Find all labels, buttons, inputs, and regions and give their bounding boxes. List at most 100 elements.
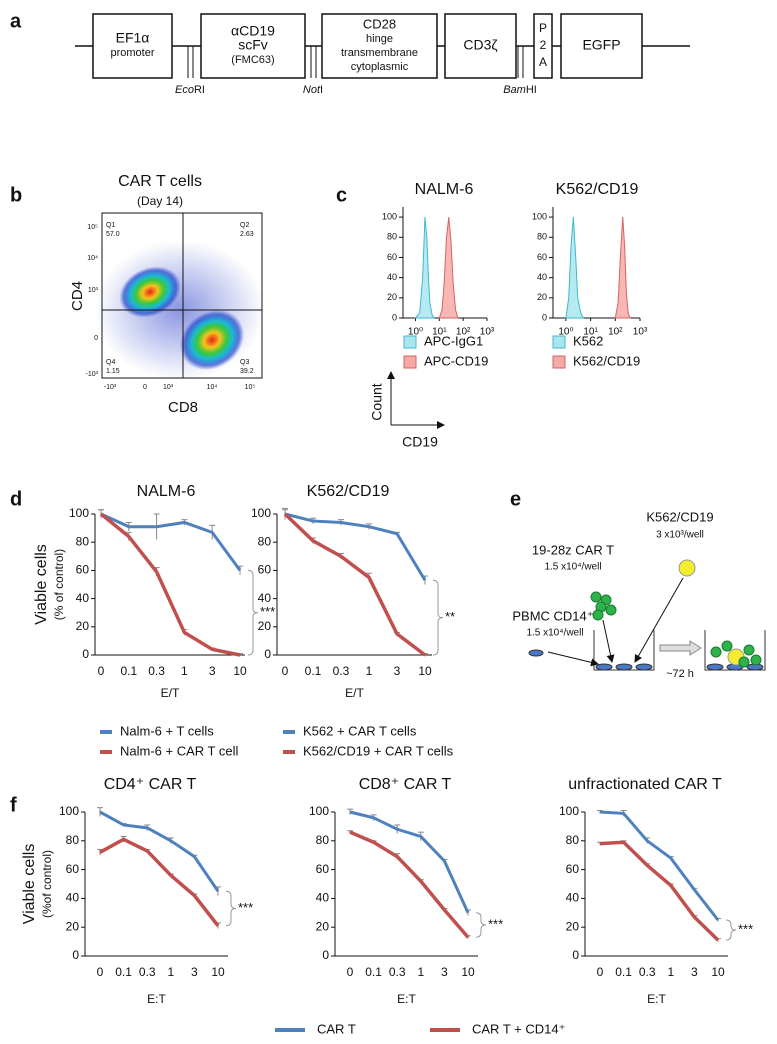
legend-swatch (403, 355, 417, 369)
element-label: CD28 (363, 16, 396, 31)
legend-label: CAR T (317, 1021, 356, 1036)
car-t-cell (592, 609, 604, 621)
y-tick-label: 40 (258, 591, 272, 605)
element-label: scFv (238, 37, 268, 53)
x-axis-label: E:T (147, 992, 166, 1006)
target-cell (678, 559, 696, 577)
panel-label: d (10, 488, 22, 510)
quadrant-value: 1.15 (106, 368, 120, 375)
quadrant-name: Q3 (240, 359, 249, 366)
x-tick-label: 3 (691, 965, 698, 979)
y-tick-label: 100 (69, 506, 89, 520)
x-axis-label: E:T (647, 992, 666, 1006)
element-label: 2 (540, 38, 547, 52)
plot-title: CAR T cells (118, 173, 202, 190)
x-tick-label: 10 (211, 965, 225, 979)
y-tick-label: 20 (316, 919, 330, 933)
significance-bracket (225, 890, 237, 927)
y-tick-label: 0 (82, 647, 89, 661)
significance-label: *** (738, 922, 753, 937)
y-tick-label: 60 (258, 563, 272, 577)
chart-title: CD4⁺ CAR T (104, 776, 197, 793)
legend-label: Nalm-6 + CAR T cell (120, 743, 238, 758)
y-tick-label: 60 (566, 862, 580, 876)
y-tick-label: 40 (566, 891, 580, 905)
legend-swatch (552, 335, 566, 349)
y-tick-label: 40 (537, 272, 547, 282)
y-tick-label: -10³ (86, 371, 99, 378)
legend-label: K562/CD19 (573, 353, 640, 368)
monocyte (595, 663, 613, 671)
chart-title: NALM-6 (415, 181, 474, 198)
panel-label: e (510, 488, 521, 510)
y-tick-label: 100 (251, 506, 271, 520)
y-tick-label: 100 (59, 804, 79, 818)
y-tick-label: 0 (392, 312, 397, 322)
significance-label: ** (445, 609, 455, 624)
cell-label: PBMC CD14⁺ (512, 608, 593, 623)
element-label: transmembrane (341, 47, 418, 59)
x-tick-label: 3 (394, 664, 401, 678)
panel-label: b (10, 184, 22, 206)
legend-label: CAR T + CD14⁺ (472, 1021, 565, 1036)
car-t-cell (605, 604, 617, 616)
series-line (284, 512, 427, 582)
x-tick-label: 0.3 (639, 965, 656, 979)
x-axis-label: E/T (345, 686, 364, 700)
x-tick-label: 3 (441, 965, 448, 979)
series-line (99, 837, 220, 927)
site-name: I (320, 84, 323, 96)
x-tick-label: 10³ (633, 327, 648, 338)
construct-element (533, 13, 553, 79)
y-tick-label: 80 (76, 534, 90, 548)
car-t-cell (750, 654, 762, 666)
significance-label: *** (238, 900, 253, 915)
x-tick-label: 0.1 (115, 965, 132, 979)
cell-count: 1.5 x10⁴/well (526, 628, 583, 639)
x-tick-label: 1 (667, 965, 674, 979)
significance-bracket (725, 919, 737, 941)
site-italic: Bam (503, 84, 526, 96)
y-tick-label: 100 (532, 211, 547, 221)
cloud (119, 266, 181, 318)
y-tick-label: 0 (542, 312, 547, 322)
chart-title: NALM-6 (137, 483, 196, 500)
y-tick-label: 100 (382, 211, 397, 221)
y-tick-label: 10³ (88, 287, 99, 294)
cloud (179, 309, 245, 371)
y-tick-label: 40 (76, 591, 90, 605)
y-tick-label: 60 (316, 862, 330, 876)
cell-label: K562/CD19 (646, 509, 713, 524)
chart-title: unfractionated CAR T (568, 776, 722, 793)
car-t-cell (590, 591, 602, 603)
x-tick-label: 0.3 (333, 664, 350, 678)
monocyte (528, 649, 544, 657)
series-line (599, 840, 720, 942)
y-axis-label: (%of control) (40, 850, 54, 918)
y-tick-label: 40 (387, 272, 397, 282)
x-tick-label: -10³ (104, 384, 117, 391)
y-axis-label: CD4 (69, 281, 86, 311)
y-tick-label: 60 (76, 563, 90, 577)
assay-diagram (528, 559, 766, 671)
element-label: cytoplasmic (351, 61, 409, 73)
construct-element (560, 13, 643, 79)
x-tick-label: 0 (98, 664, 105, 678)
arrow (547, 651, 599, 667)
significance-label: *** (260, 604, 275, 619)
x-tick-label: 1 (417, 965, 424, 979)
series-line (99, 810, 220, 893)
x-tick-label: 10⁰ (408, 327, 423, 338)
site-label: NotI (303, 84, 323, 96)
legend-swatch (403, 335, 417, 349)
x-tick-label: 0.1 (305, 664, 322, 678)
y-tick-label: 20 (258, 619, 272, 633)
y-tick-label: 0 (572, 948, 579, 962)
x-tick-label: 1 (366, 664, 373, 678)
x-tick-label: 0.1 (365, 965, 382, 979)
car-t-cell (721, 640, 733, 652)
y-tick-label: 0 (264, 647, 271, 661)
quadrant-value: 39.2 (240, 368, 254, 375)
legend-label: K562 + CAR T cells (303, 723, 417, 738)
panel-label: a (10, 10, 22, 32)
